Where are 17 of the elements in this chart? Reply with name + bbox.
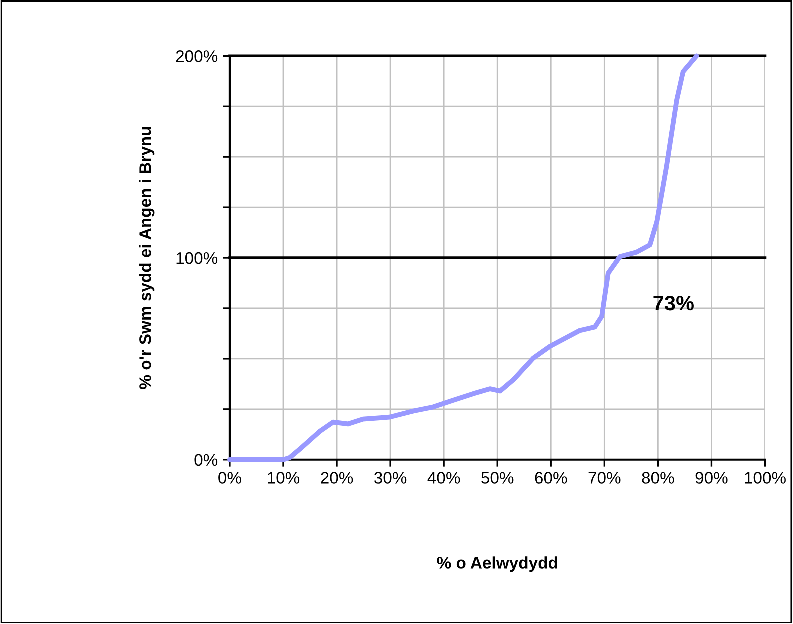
x-tick-label: 20% xyxy=(321,472,354,484)
x-tick-label: 50% xyxy=(482,472,514,484)
y-tick-label: 200% xyxy=(176,50,218,62)
x-tick-label: 90% xyxy=(696,472,728,484)
x-tick-label: 10% xyxy=(268,472,300,484)
x-tick-label: 0% xyxy=(218,472,242,484)
x-tick-label: 80% xyxy=(642,472,674,484)
y-tick-label: 100% xyxy=(176,252,218,264)
x-tick-label: 100% xyxy=(745,472,786,484)
x-tick-label: 30% xyxy=(374,472,407,484)
y-tick-label: 0% xyxy=(194,454,218,466)
annotation: 73% xyxy=(654,296,694,311)
y-axis-title: % o'r Swm sydd ei Angen i Brynu xyxy=(139,127,155,390)
x-tick-label: 40% xyxy=(428,472,460,484)
x-tick-label: 70% xyxy=(588,472,621,484)
x-axis-title: % o Aelwydydd xyxy=(437,556,558,572)
x-tick-label: 60% xyxy=(535,472,568,484)
